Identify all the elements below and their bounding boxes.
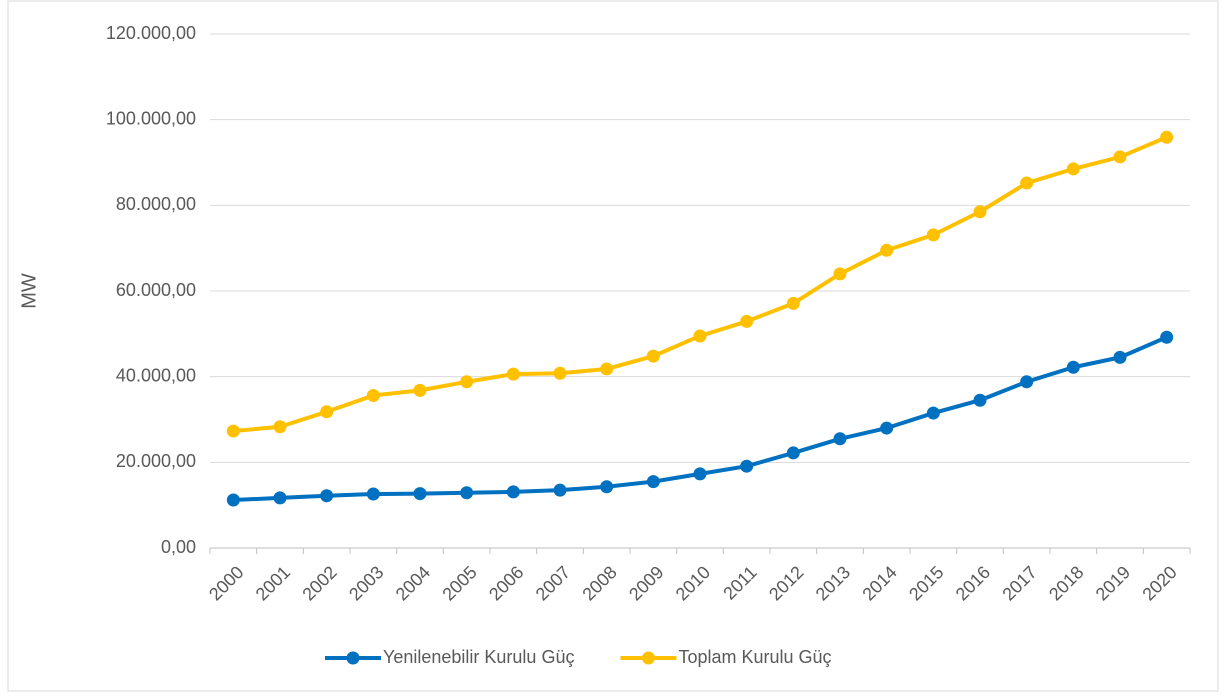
- point: [693, 329, 707, 343]
- y-tick-label: 20.000,00: [116, 451, 196, 471]
- point: [553, 483, 567, 497]
- point: [833, 267, 847, 281]
- point: [786, 296, 800, 310]
- point: [320, 489, 334, 503]
- legend-marker: [346, 651, 360, 665]
- point: [413, 487, 427, 501]
- point: [1066, 162, 1080, 176]
- y-tick-label: 40.000,00: [116, 365, 196, 385]
- point: [833, 432, 847, 446]
- y-axis-label: MW: [18, 273, 40, 309]
- point: [1160, 330, 1174, 344]
- point: [366, 487, 380, 501]
- legend-label: Yenilenebilir Kurulu Güç: [383, 647, 574, 667]
- point: [273, 420, 287, 434]
- point: [973, 205, 987, 219]
- point: [646, 475, 660, 489]
- point: [973, 393, 987, 407]
- point: [740, 314, 754, 328]
- point: [506, 485, 520, 499]
- point: [646, 349, 660, 363]
- y-tick-label: 100.000,00: [106, 108, 196, 128]
- point: [1020, 176, 1034, 190]
- point: [600, 362, 614, 376]
- y-tick-label: 120.000,00: [106, 23, 196, 43]
- point: [880, 421, 894, 435]
- point: [600, 480, 614, 494]
- chart-border: [7, 0, 1219, 692]
- point: [786, 446, 800, 460]
- point: [320, 405, 334, 419]
- point: [460, 375, 474, 389]
- point: [506, 367, 520, 381]
- point: [926, 406, 940, 420]
- point: [413, 383, 427, 397]
- point: [553, 366, 567, 380]
- point: [273, 491, 287, 505]
- point: [226, 424, 240, 438]
- point: [366, 389, 380, 403]
- point: [740, 459, 754, 473]
- y-tick-label: 80.000,00: [116, 194, 196, 214]
- point: [926, 228, 940, 242]
- point: [880, 243, 894, 257]
- point: [693, 467, 707, 481]
- legend-label: Toplam Kurulu Güç: [678, 647, 831, 667]
- point: [1113, 350, 1127, 364]
- point: [1160, 130, 1174, 144]
- point: [1113, 150, 1127, 164]
- point: [1066, 360, 1080, 374]
- y-tick-label: 60.000,00: [116, 280, 196, 300]
- y-tick-label: 0,00: [161, 537, 196, 557]
- point: [226, 493, 240, 507]
- point: [1020, 375, 1034, 389]
- legend-marker: [641, 651, 655, 665]
- point: [460, 486, 474, 500]
